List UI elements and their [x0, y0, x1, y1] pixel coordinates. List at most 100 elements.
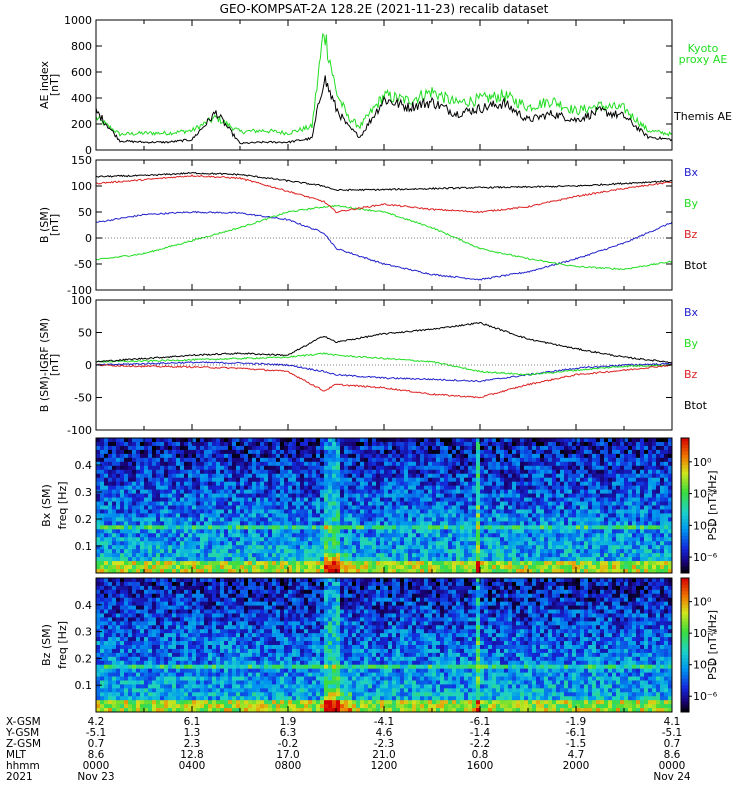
spectrogram-cell [476, 557, 481, 562]
spectrogram-cell [608, 469, 613, 475]
spectrogram-cell [120, 469, 125, 475]
spectrogram-cell [472, 477, 477, 483]
spectrogram-cell [368, 493, 373, 498]
spectrogram-cell [192, 529, 197, 534]
spectrogram-cell [536, 537, 541, 542]
spectrogram-cell [520, 481, 525, 487]
spectrogram-cell [600, 565, 605, 570]
spectrogram-cell [536, 501, 541, 506]
spectrogram-cell [160, 529, 165, 534]
spectrogram-cell [644, 477, 649, 483]
spectrogram-cell [304, 481, 309, 487]
spectrogram-cell [608, 477, 613, 483]
spectrogram-cell [412, 533, 417, 538]
spectrogram-cell [424, 465, 429, 471]
spectrogram-cell [616, 553, 621, 558]
spectrogram-cell [216, 497, 221, 502]
spectrogram-cell [100, 465, 105, 471]
spectrogram-cell [184, 541, 189, 546]
spectrogram-cell [480, 497, 485, 502]
spectrogram-cell [636, 549, 641, 554]
spectrogram-cell [240, 545, 245, 550]
spectrogram-cell [168, 553, 173, 558]
spectrogram-cell [144, 489, 149, 494]
spectrogram-cell [344, 473, 349, 479]
spectrogram-cell [232, 457, 237, 463]
spectrogram-cell [120, 493, 125, 498]
spectrogram-cell [532, 461, 537, 467]
spectrogram-cell [312, 521, 317, 526]
spectrogram-cell [616, 517, 621, 522]
spectrogram-cell [332, 553, 337, 558]
spectrogram-cell [560, 469, 565, 475]
spectrogram-cell [432, 485, 437, 491]
spectrogram-cell [288, 493, 293, 498]
spectrogram-cell [620, 561, 625, 566]
spectrogram-cell [212, 453, 217, 459]
spectrogram-cell [500, 569, 505, 574]
spectrogram-cell [528, 441, 533, 447]
spectrogram-cell [404, 445, 409, 451]
spectrogram-cell [592, 545, 597, 550]
spectrogram-cell [392, 493, 397, 498]
spectrogram-cell [292, 457, 297, 463]
spectrogram-cell [588, 501, 593, 506]
spectrogram-cell [288, 533, 293, 538]
spectrogram-cell [368, 485, 373, 491]
spectrogram-cell [600, 441, 605, 447]
spectrogram-cell [660, 453, 665, 459]
spectrogram-cell [380, 557, 385, 562]
spectrogram-cell [244, 565, 249, 570]
spectrogram-cell [656, 477, 661, 483]
spectrogram-cell [488, 549, 493, 554]
spectrogram-cell [148, 461, 153, 467]
spectrogram-cell [232, 465, 237, 471]
spectrogram-cell [396, 525, 401, 530]
spectrogram-cell [396, 485, 401, 491]
spectrogram-cell [300, 517, 305, 522]
spectrogram-cell [196, 553, 201, 558]
spectrogram-cell [544, 541, 549, 546]
spectrogram-cell [180, 549, 185, 554]
spectrogram-cell [240, 553, 245, 558]
spectrogram-cell [168, 485, 173, 491]
spectrogram-cell [432, 501, 437, 506]
spectrogram-cell [240, 441, 245, 447]
spectrogram-cell [284, 449, 289, 455]
spectrogram-cell [556, 565, 561, 570]
spectrogram-cell [544, 445, 549, 451]
spectrogram-cell [280, 493, 285, 498]
spectrogram-cell [108, 481, 113, 487]
spectrogram-cell [476, 525, 481, 530]
spectrogram-cell [168, 457, 173, 463]
spectrogram-cell [276, 521, 281, 526]
spectrogram-cell [144, 441, 149, 447]
spectrogram-cell [552, 513, 557, 518]
spectrogram-cell [588, 449, 593, 455]
spectrogram-cell [232, 569, 237, 574]
spectrogram-cell [608, 473, 613, 479]
spectrogram-cell [608, 485, 613, 491]
spectrogram-cell [428, 517, 433, 522]
spectrogram-cell [180, 477, 185, 483]
spectrogram-cell [204, 441, 209, 447]
spectrogram-cell [272, 481, 277, 487]
spectrogram-cell [472, 449, 477, 455]
spectrogram-cell [604, 521, 609, 526]
spectrogram-cell [456, 541, 461, 546]
spectrogram-cell [552, 477, 557, 483]
spectrogram-cell [600, 438, 605, 443]
spectrogram-cell [512, 529, 517, 534]
spectrogram-cell [104, 469, 109, 475]
spectrogram-cell [512, 445, 517, 451]
spectrogram-cell [648, 517, 653, 522]
spectrogram-cell [380, 493, 385, 498]
spectrogram-cell [648, 513, 653, 518]
y-axis-label: B (SM)-IGRF (SM) [38, 318, 51, 412]
spectrogram-cell [560, 533, 565, 538]
spectrogram-cell [516, 497, 521, 502]
spectrogram-cell [184, 453, 189, 459]
spectrogram-cell [96, 497, 101, 502]
spectrogram-cell [628, 557, 633, 562]
spectrogram-cell [568, 493, 573, 498]
